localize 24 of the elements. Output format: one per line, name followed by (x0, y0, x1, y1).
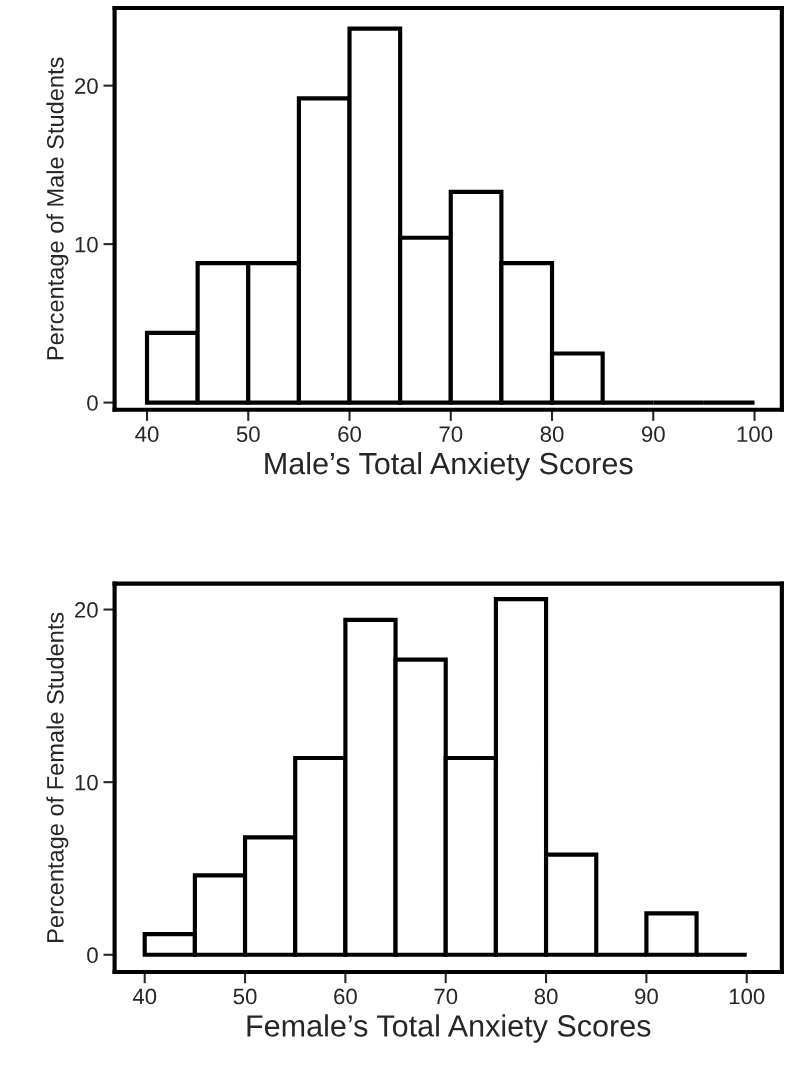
x-tick-label: 90 (635, 988, 658, 1005)
x-tick-label: 50 (236, 426, 260, 443)
y-tick-label: 10 (75, 236, 98, 253)
x-tick-label: 80 (540, 426, 564, 443)
y-axis-title: Percentage of Female Students (46, 612, 69, 942)
y-tick-label: 0 (87, 395, 98, 411)
x-tick-label: 90 (641, 426, 665, 443)
x-tick-label: 80 (534, 988, 558, 1005)
x-tick-label: 70 (434, 988, 458, 1005)
x-tick-label: 60 (334, 988, 357, 1005)
y-tick-label: 10 (75, 774, 98, 791)
y-tick-label: 20 (75, 602, 98, 618)
x-axis-title: Female’s Total Anxiety Scores (247, 1014, 651, 1043)
x-tick-label: 40 (132, 988, 157, 1005)
x-axis-title: Male’s Total Anxiety Scores (265, 451, 633, 481)
x-tick-label: 100 (729, 988, 765, 1005)
x-tick-label: 40 (135, 426, 159, 443)
x-tick-label: 50 (233, 988, 257, 1005)
x-tick-label: 60 (338, 426, 362, 443)
y-tick-label: 0 (87, 947, 98, 964)
y-tick-label: 20 (75, 78, 98, 94)
y-axis-title: Percentage of Male Students (46, 57, 69, 360)
x-tick-label: 70 (439, 426, 463, 443)
x-tick-label: 100 (737, 426, 773, 443)
